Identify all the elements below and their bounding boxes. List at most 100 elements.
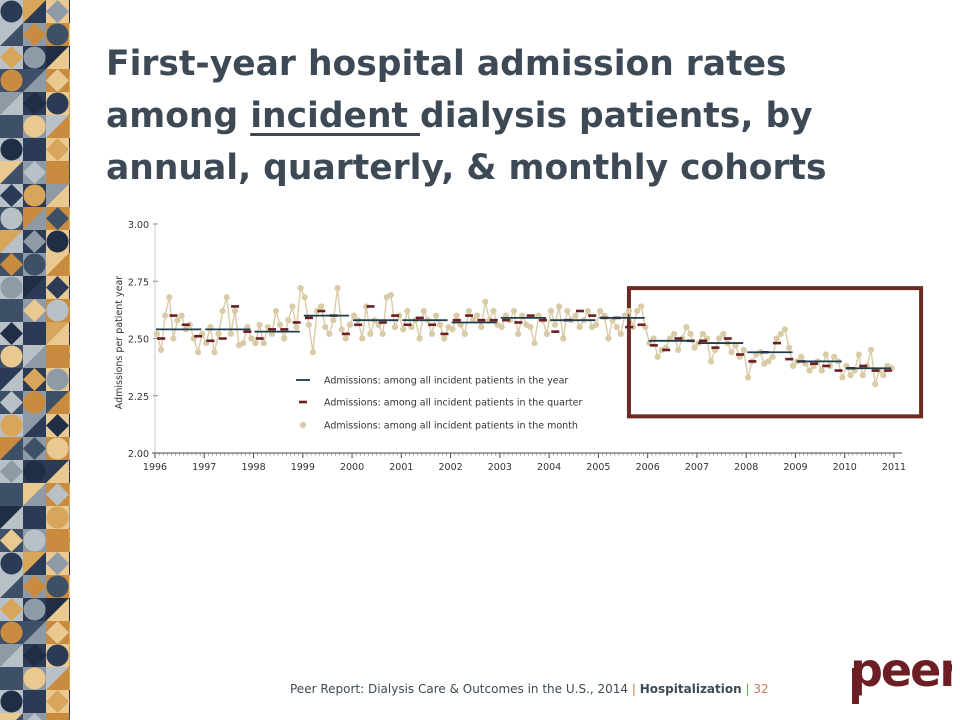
month-point [855,351,862,358]
month-point [437,321,444,328]
pattern-triangle [69,230,70,253]
month-point [605,335,612,342]
pattern-circle [23,184,46,207]
month-point [691,344,698,351]
pattern-triangle [23,414,46,437]
pattern-circle [0,690,23,713]
slide-footer: Peer Report: Dialysis Care & Outcomes in… [290,682,769,696]
pattern-circle [0,345,23,368]
month-point [260,339,267,347]
pattern-triangle [69,161,70,184]
x-tick-label: 1999 [291,462,315,473]
x-tick-label: 2004 [537,462,561,473]
pattern-circle [69,146,70,153]
month-point [773,335,780,342]
pattern-diamond [46,207,69,230]
month-point [765,358,772,365]
legend-label: Admissions: among all incident patients … [324,421,578,432]
month-point [453,312,460,319]
month-point [625,307,633,315]
pattern-diamond [46,138,69,161]
pattern-diamond [46,621,69,644]
pattern-triangle [69,644,70,667]
month-point [194,349,202,356]
month-point [441,335,448,342]
x-tick-label: 1996 [143,462,167,473]
pattern-triangle [46,115,69,138]
month-point [510,307,518,315]
x-tick-label: 2005 [586,462,610,473]
month-point [157,346,165,354]
month-point [252,339,259,347]
month-point [330,317,337,324]
pattern-circle [69,8,70,15]
pattern-circle [69,353,70,360]
month-point [428,330,436,338]
x-tick-label: 2010 [833,462,857,473]
pattern-circle [23,391,46,414]
month-point [256,321,263,328]
pattern-triangle [0,161,23,184]
month-point [318,303,325,310]
pattern-triangle [46,460,69,483]
pattern-circle [23,115,46,138]
pattern-circle [23,667,46,690]
month-point [822,351,830,358]
month-point [654,353,661,360]
pattern-circle [46,23,69,46]
pattern-circle [46,161,69,184]
pattern-circle [0,276,23,299]
pattern-diamond [0,253,23,276]
month-point [716,335,723,342]
pattern-diamond [23,23,46,46]
decorative-side-pattern [0,0,70,720]
month-point [313,307,321,315]
footer-separator: | [631,682,636,696]
pattern-triangle [69,299,70,322]
pattern-diamond [0,115,23,138]
pattern-triangle [46,667,69,690]
month-point [867,346,875,354]
pattern-triangle [46,598,69,621]
pattern-circle [69,422,70,429]
pattern-triangle [23,69,46,92]
pattern-diamond [69,56,70,59]
pattern-triangle [0,92,23,115]
month-point [227,330,234,338]
pattern-triangle [46,391,69,414]
month-point [223,294,230,301]
pattern-diamond [69,332,70,335]
month-point [740,346,747,354]
pattern-diamond [0,46,23,69]
pattern-circle [46,437,69,460]
y-tick-label: 2.75 [128,277,149,288]
pattern-circle [69,560,70,567]
pattern-triangle [46,529,69,552]
pattern-triangle [0,575,23,598]
y-tick-label: 3.00 [128,220,149,231]
pattern-diamond [0,391,23,414]
month-point [359,335,366,342]
pattern-triangle [23,0,46,23]
slide-title: First-year hospital admission rates amon… [106,38,926,194]
pattern-triangle [69,92,70,115]
month-point [432,312,440,319]
pattern-circle [46,368,69,391]
month-point [293,323,300,331]
month-point [490,307,497,315]
month-point [272,307,280,315]
month-point [781,326,788,333]
month-point [675,346,682,354]
pattern-diamond [46,414,69,437]
month-point [363,303,370,310]
pattern-diamond [69,677,70,680]
peer-logo: peer [850,648,952,704]
x-tick-label: 2006 [636,462,660,473]
pattern-triangle [0,230,23,253]
month-point [798,353,805,360]
month-point [465,307,472,315]
month-point [342,335,349,342]
pattern-circle [0,552,23,575]
month-point [367,330,374,338]
